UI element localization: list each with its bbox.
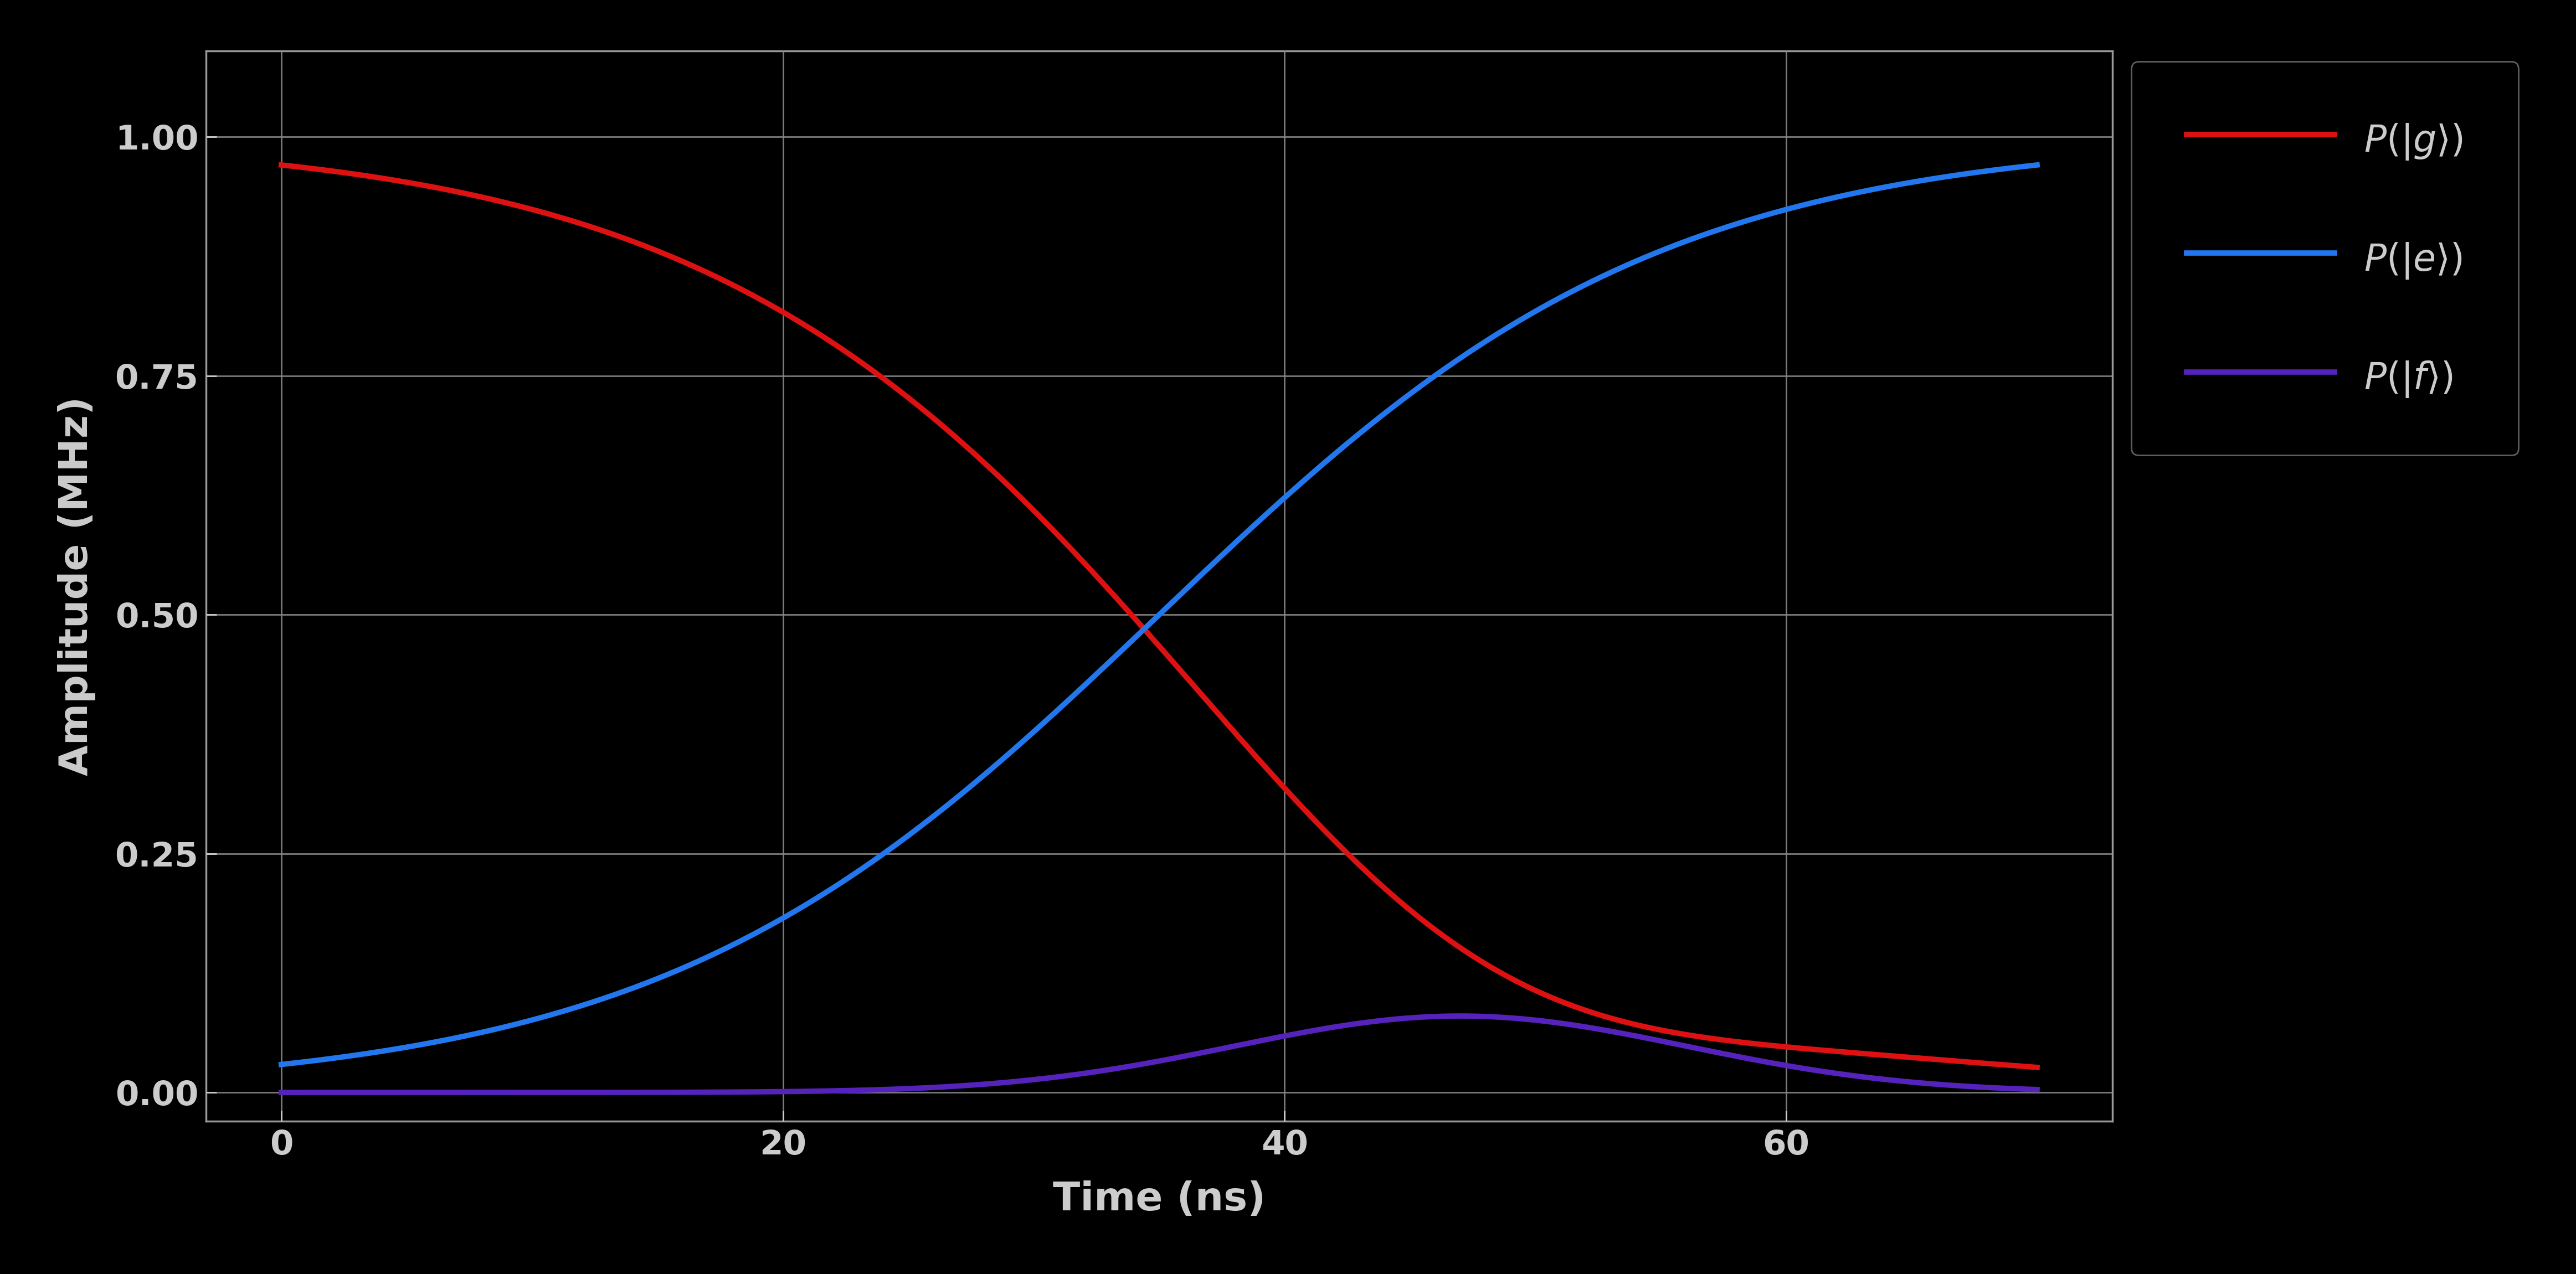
$P(|f\rangle)$ [265,1084,296,1099]
$P(|e\rangle)$ [1636,247,1667,262]
$P(|g\rangle)$ [265,157,296,172]
$P(|g\rangle)$ [976,461,1007,476]
X-axis label: Time (ns): Time (ns) [1054,1181,1265,1219]
$P(|f\rangle)$ [446,1084,477,1099]
$P(|e\rangle)$ [265,1057,296,1073]
$P(|g\rangle)$ [446,185,477,200]
$P(|f\rangle)$ [1669,1038,1700,1054]
Legend: $P(|g\rangle)$, $P(|e\rangle)$, $P(|f\rangle)$: $P(|g\rangle)$, $P(|e\rangle)$, $P(|f\ra… [2130,61,2519,455]
$P(|e\rangle)$ [446,1029,477,1045]
$P(|f\rangle)$ [1473,1009,1504,1024]
$P(|e\rangle)$ [1038,706,1069,721]
Line: $P(|e\rangle)$: $P(|e\rangle)$ [281,164,2038,1065]
$P(|e\rangle)$ [2022,157,2053,172]
$P(|f\rangle)$ [1038,1070,1069,1085]
$P(|g\rangle)$ [1038,524,1069,539]
$P(|f\rangle)$ [2022,1082,2053,1097]
$P(|g\rangle)$ [1471,957,1502,972]
$P(|f\rangle)$ [1445,1009,1476,1024]
$P(|f\rangle)$ [976,1077,1007,1092]
$P(|g\rangle)$ [2022,1060,2053,1075]
$P(|e\rangle)$ [1471,333,1502,348]
$P(|e\rangle)$ [1667,234,1698,250]
$P(|g\rangle)$ [1636,1020,1667,1036]
$P(|f\rangle)$ [1636,1032,1667,1047]
Line: $P(|f\rangle)$: $P(|f\rangle)$ [281,1017,2038,1092]
$P(|e\rangle)$ [976,761,1007,776]
Line: $P(|g\rangle)$: $P(|g\rangle)$ [281,164,2038,1068]
Y-axis label: Amplitude (MHz): Amplitude (MHz) [57,396,95,776]
$P(|g\rangle)$ [1667,1027,1698,1042]
